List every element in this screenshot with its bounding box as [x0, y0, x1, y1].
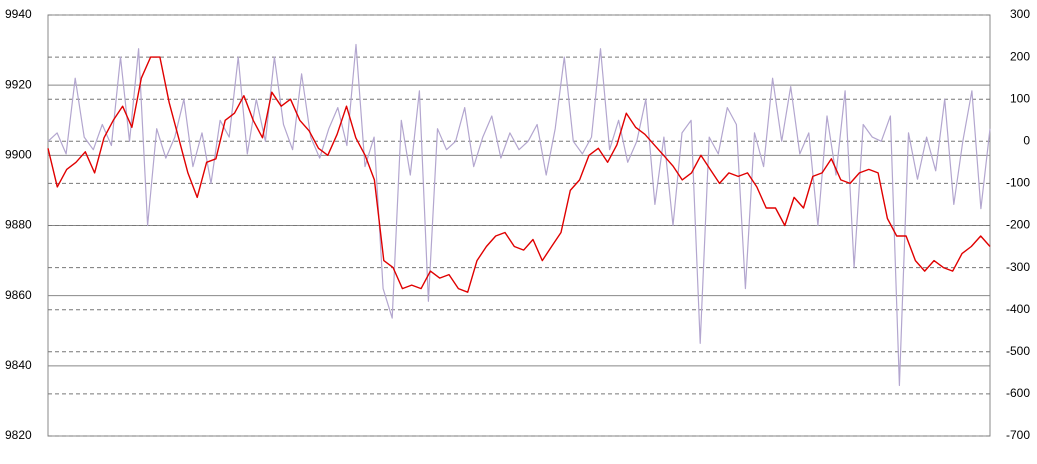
- y-tick-label: 9860: [5, 288, 32, 302]
- y2-tick-label: -100: [1006, 176, 1030, 190]
- y-tick-label: 9940: [5, 7, 32, 21]
- y-tick-label: 9920: [5, 77, 32, 91]
- y2-tick-label: -600: [1006, 386, 1030, 400]
- y2-tick-label: 0: [1023, 133, 1030, 147]
- line-series: [47, 43, 991, 387]
- y2-tick-label: 200: [1010, 49, 1030, 63]
- line-series: [47, 56, 991, 293]
- y2-tick-label: 100: [1010, 91, 1030, 105]
- y2-tick-label: -700: [1006, 428, 1030, 442]
- y-tick-label: 9900: [5, 148, 32, 162]
- y2-tick-label: -400: [1006, 302, 1030, 316]
- y2-tick-label: -300: [1006, 260, 1030, 274]
- y2-tick-label: -200: [1006, 218, 1030, 232]
- y2-tick-label: 300: [1010, 7, 1030, 21]
- y-tick-label: 9820: [5, 428, 32, 442]
- y-tick-label: 9840: [5, 358, 32, 372]
- y2-tick-label: -500: [1006, 344, 1030, 358]
- y-tick-label: 9880: [5, 218, 32, 232]
